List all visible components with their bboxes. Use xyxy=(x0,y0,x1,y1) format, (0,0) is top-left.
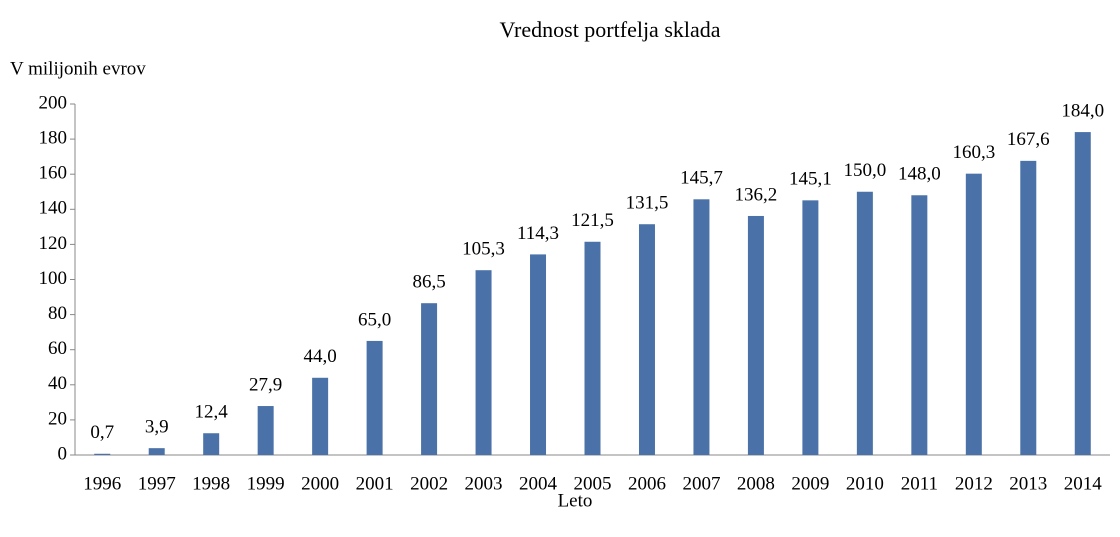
y-tick-label: 140 xyxy=(39,198,68,219)
value-label: 167,6 xyxy=(1007,129,1050,150)
value-label: 150,0 xyxy=(843,160,886,181)
value-label: 148,0 xyxy=(898,164,941,185)
value-label: 3,9 xyxy=(145,417,169,438)
value-label: 184,0 xyxy=(1061,100,1104,121)
bar xyxy=(1074,132,1091,455)
x-tick-label: 2009 xyxy=(791,473,829,494)
bar xyxy=(475,270,492,455)
value-label: 145,7 xyxy=(680,168,723,189)
x-tick-label: 1997 xyxy=(138,473,176,494)
bar xyxy=(203,433,220,455)
value-label: 131,5 xyxy=(626,193,669,214)
value-label: 86,5 xyxy=(412,272,445,293)
y-tick-label: 80 xyxy=(48,303,67,324)
x-tick-label: 2014 xyxy=(1064,473,1103,494)
bar xyxy=(584,241,601,455)
bar xyxy=(856,191,873,455)
value-label: 27,9 xyxy=(249,374,282,395)
value-label: 145,1 xyxy=(789,169,832,190)
bar xyxy=(911,195,928,455)
y-axis-label: V milijonih evrov xyxy=(10,58,146,79)
x-tick-label: 2000 xyxy=(301,473,339,494)
value-label: 114,3 xyxy=(517,223,559,244)
value-label: 160,3 xyxy=(952,142,995,163)
bar xyxy=(802,200,819,455)
chart-title: Vrednost portfelja sklada xyxy=(499,17,720,42)
x-tick-label: 1999 xyxy=(247,473,285,494)
bar xyxy=(965,173,982,455)
bar xyxy=(148,448,165,455)
bar xyxy=(421,303,438,455)
bar xyxy=(366,340,383,455)
y-tick-label: 0 xyxy=(58,443,68,464)
value-label: 65,0 xyxy=(358,309,391,330)
x-tick-label: 2011 xyxy=(901,473,938,494)
y-tick-label: 200 xyxy=(39,92,68,113)
bar xyxy=(312,377,329,455)
y-tick-label: 160 xyxy=(39,163,68,184)
x-axis-label: Leto xyxy=(558,490,593,511)
bar xyxy=(257,406,274,455)
y-tick-label: 60 xyxy=(48,338,67,359)
value-label: 12,4 xyxy=(195,402,229,423)
x-tick-label: 2005 xyxy=(574,473,612,494)
y-tick-label: 40 xyxy=(48,373,67,394)
value-label: 136,2 xyxy=(735,184,778,205)
bar xyxy=(1020,160,1037,455)
x-tick-label: 2012 xyxy=(955,473,993,494)
x-tick-label: 2001 xyxy=(356,473,394,494)
y-tick-label: 20 xyxy=(48,408,67,429)
x-tick-label: 2013 xyxy=(1009,473,1047,494)
x-tick-label: 2007 xyxy=(682,473,720,494)
y-tick-label: 180 xyxy=(39,127,68,148)
bar xyxy=(530,254,547,455)
bar xyxy=(747,215,764,455)
y-tick-label: 120 xyxy=(39,233,68,254)
x-tick-label: 2008 xyxy=(737,473,775,494)
x-tick-label: 2002 xyxy=(410,473,448,494)
x-tick-label: 2010 xyxy=(846,473,884,494)
value-label: 0,7 xyxy=(90,422,114,443)
y-tick-label: 100 xyxy=(39,268,68,289)
value-label: 121,5 xyxy=(571,210,614,231)
x-tick-label: 2006 xyxy=(628,473,666,494)
bar xyxy=(94,453,111,455)
value-label: 44,0 xyxy=(304,346,337,367)
x-tick-label: 2004 xyxy=(519,473,558,494)
bar xyxy=(638,224,655,455)
x-tick-label: 1996 xyxy=(83,473,121,494)
x-tick-label: 1998 xyxy=(192,473,230,494)
bar xyxy=(693,199,710,455)
x-tick-label: 2003 xyxy=(465,473,503,494)
value-label: 105,3 xyxy=(462,239,505,260)
